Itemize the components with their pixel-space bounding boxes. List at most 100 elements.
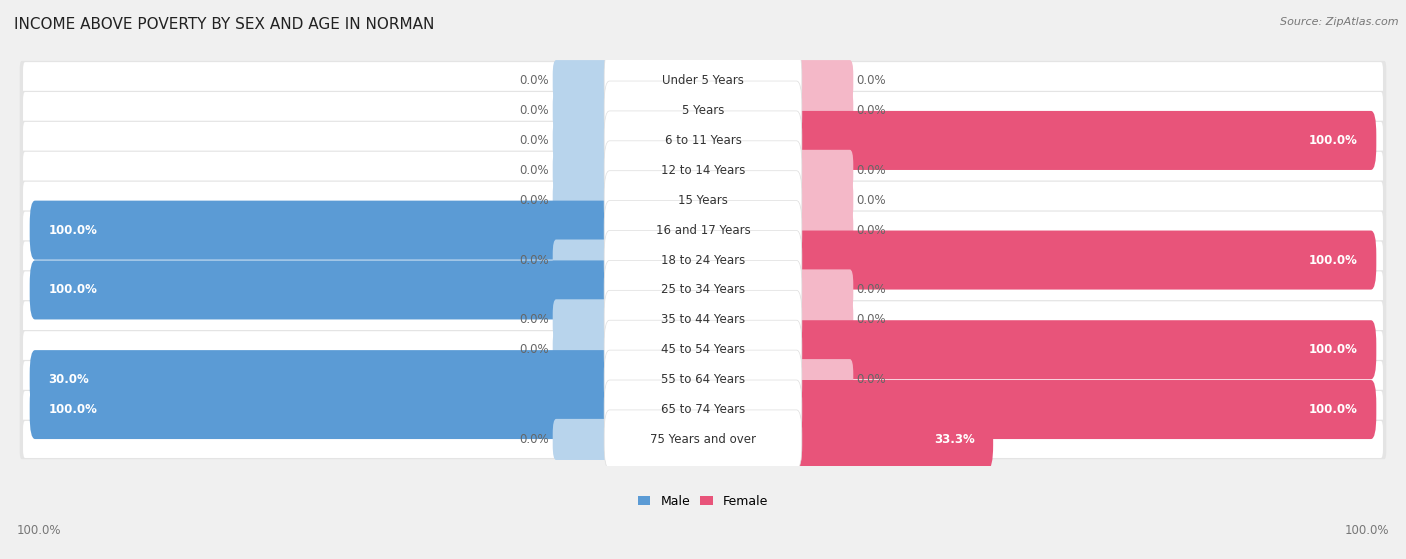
FancyBboxPatch shape: [20, 150, 1386, 190]
Text: INCOME ABOVE POVERTY BY SEX AND AGE IN NORMAN: INCOME ABOVE POVERTY BY SEX AND AGE IN N…: [14, 17, 434, 32]
FancyBboxPatch shape: [793, 210, 853, 250]
Text: 0.0%: 0.0%: [520, 343, 550, 356]
FancyBboxPatch shape: [20, 300, 1386, 339]
FancyBboxPatch shape: [30, 350, 614, 409]
FancyBboxPatch shape: [20, 91, 1386, 130]
FancyBboxPatch shape: [20, 181, 1386, 220]
FancyBboxPatch shape: [20, 330, 1386, 369]
Text: 100.0%: 100.0%: [48, 224, 97, 236]
Text: 12 to 14 Years: 12 to 14 Years: [661, 164, 745, 177]
Text: 0.0%: 0.0%: [856, 104, 886, 117]
Text: 100.0%: 100.0%: [1309, 343, 1358, 356]
FancyBboxPatch shape: [22, 122, 1384, 159]
Text: 16 and 17 Years: 16 and 17 Years: [655, 224, 751, 236]
FancyBboxPatch shape: [553, 299, 613, 340]
Text: 0.0%: 0.0%: [856, 74, 886, 87]
FancyBboxPatch shape: [605, 230, 801, 290]
Text: 0.0%: 0.0%: [520, 104, 550, 117]
FancyBboxPatch shape: [553, 150, 613, 191]
Text: 100.0%: 100.0%: [17, 524, 62, 537]
FancyBboxPatch shape: [605, 260, 801, 319]
FancyBboxPatch shape: [793, 90, 853, 131]
Text: 18 to 24 Years: 18 to 24 Years: [661, 254, 745, 267]
Text: 0.0%: 0.0%: [520, 433, 550, 446]
Text: 100.0%: 100.0%: [48, 283, 97, 296]
Legend: Male, Female: Male, Female: [633, 490, 773, 513]
FancyBboxPatch shape: [605, 320, 801, 379]
Text: 100.0%: 100.0%: [1344, 524, 1389, 537]
FancyBboxPatch shape: [22, 361, 1384, 398]
FancyBboxPatch shape: [605, 170, 801, 230]
Text: 0.0%: 0.0%: [856, 194, 886, 207]
Text: 0.0%: 0.0%: [520, 254, 550, 267]
Text: 0.0%: 0.0%: [856, 164, 886, 177]
FancyBboxPatch shape: [20, 360, 1386, 399]
FancyBboxPatch shape: [30, 380, 614, 439]
Text: 6 to 11 Years: 6 to 11 Years: [665, 134, 741, 147]
FancyBboxPatch shape: [605, 111, 801, 170]
FancyBboxPatch shape: [605, 141, 801, 200]
FancyBboxPatch shape: [20, 420, 1386, 459]
Text: 33.3%: 33.3%: [934, 433, 974, 446]
FancyBboxPatch shape: [793, 269, 853, 310]
Text: 25 to 34 Years: 25 to 34 Years: [661, 283, 745, 296]
FancyBboxPatch shape: [30, 201, 614, 260]
FancyBboxPatch shape: [22, 301, 1384, 338]
FancyBboxPatch shape: [22, 331, 1384, 368]
Text: 45 to 54 Years: 45 to 54 Years: [661, 343, 745, 356]
FancyBboxPatch shape: [605, 290, 801, 349]
FancyBboxPatch shape: [22, 241, 1384, 278]
Text: 0.0%: 0.0%: [856, 283, 886, 296]
FancyBboxPatch shape: [30, 260, 614, 319]
Text: 0.0%: 0.0%: [856, 224, 886, 236]
FancyBboxPatch shape: [22, 182, 1384, 219]
FancyBboxPatch shape: [793, 179, 853, 221]
Text: 0.0%: 0.0%: [856, 373, 886, 386]
FancyBboxPatch shape: [20, 61, 1386, 101]
FancyBboxPatch shape: [22, 152, 1384, 189]
FancyBboxPatch shape: [553, 60, 613, 101]
Text: 5 Years: 5 Years: [682, 104, 724, 117]
Text: 0.0%: 0.0%: [520, 164, 550, 177]
FancyBboxPatch shape: [792, 230, 1376, 290]
Text: 100.0%: 100.0%: [1309, 134, 1358, 147]
FancyBboxPatch shape: [22, 421, 1384, 458]
FancyBboxPatch shape: [605, 81, 801, 140]
FancyBboxPatch shape: [553, 90, 613, 131]
FancyBboxPatch shape: [605, 350, 801, 409]
Text: 100.0%: 100.0%: [1309, 403, 1358, 416]
Text: 100.0%: 100.0%: [48, 403, 97, 416]
FancyBboxPatch shape: [793, 359, 853, 400]
Text: Under 5 Years: Under 5 Years: [662, 74, 744, 87]
FancyBboxPatch shape: [553, 419, 613, 460]
FancyBboxPatch shape: [553, 120, 613, 161]
FancyBboxPatch shape: [20, 240, 1386, 280]
FancyBboxPatch shape: [793, 299, 853, 340]
FancyBboxPatch shape: [605, 201, 801, 260]
FancyBboxPatch shape: [553, 239, 613, 281]
FancyBboxPatch shape: [605, 51, 801, 110]
FancyBboxPatch shape: [22, 391, 1384, 428]
FancyBboxPatch shape: [22, 272, 1384, 309]
FancyBboxPatch shape: [22, 212, 1384, 249]
FancyBboxPatch shape: [792, 111, 1376, 170]
Text: 0.0%: 0.0%: [520, 314, 550, 326]
FancyBboxPatch shape: [553, 329, 613, 370]
Text: 30.0%: 30.0%: [48, 373, 89, 386]
FancyBboxPatch shape: [20, 270, 1386, 310]
FancyBboxPatch shape: [793, 60, 853, 101]
FancyBboxPatch shape: [792, 380, 1376, 439]
Text: 0.0%: 0.0%: [520, 134, 550, 147]
FancyBboxPatch shape: [20, 121, 1386, 160]
FancyBboxPatch shape: [793, 150, 853, 191]
FancyBboxPatch shape: [605, 410, 801, 469]
Text: 35 to 44 Years: 35 to 44 Years: [661, 314, 745, 326]
Text: 100.0%: 100.0%: [1309, 254, 1358, 267]
FancyBboxPatch shape: [20, 210, 1386, 250]
FancyBboxPatch shape: [22, 92, 1384, 129]
FancyBboxPatch shape: [553, 179, 613, 221]
Text: Source: ZipAtlas.com: Source: ZipAtlas.com: [1281, 17, 1399, 27]
Text: 0.0%: 0.0%: [520, 74, 550, 87]
Text: 55 to 64 Years: 55 to 64 Years: [661, 373, 745, 386]
FancyBboxPatch shape: [792, 320, 1376, 379]
